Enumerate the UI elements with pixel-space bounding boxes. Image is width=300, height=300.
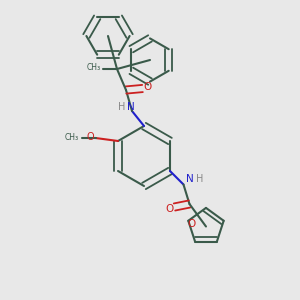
Text: O: O: [86, 132, 94, 142]
Text: O: O: [187, 219, 195, 230]
Text: N: N: [127, 102, 134, 112]
Text: O: O: [144, 82, 152, 92]
Text: CH₃: CH₃: [65, 133, 79, 142]
Text: O: O: [165, 203, 173, 214]
Text: N: N: [186, 173, 194, 184]
Text: H: H: [118, 102, 125, 112]
Text: H: H: [196, 173, 204, 184]
Text: CH₃: CH₃: [86, 63, 100, 72]
